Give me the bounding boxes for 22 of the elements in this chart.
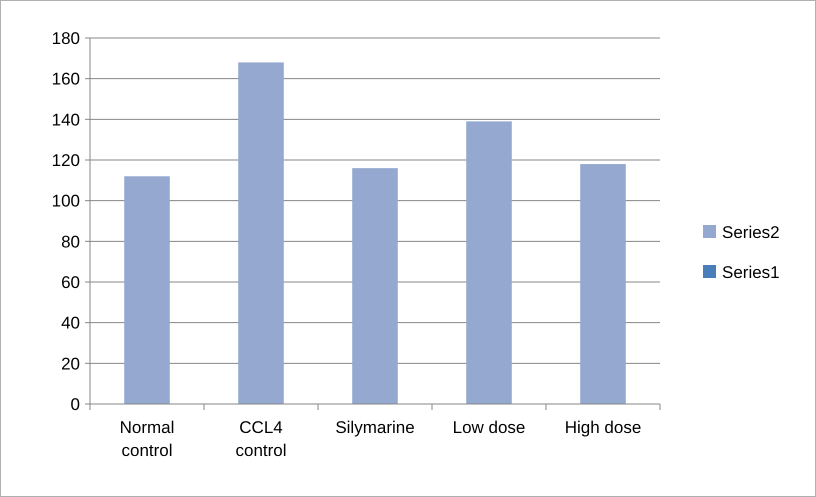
x-tick-label: Low dose <box>452 418 526 437</box>
y-tick-label: 180 <box>52 28 80 48</box>
y-tick-label: 40 <box>61 314 80 333</box>
bar <box>124 176 170 404</box>
x-tick-label: CCL4 control <box>235 418 287 460</box>
legend-label: Series2 <box>722 222 780 242</box>
x-tick-label: High dose <box>564 418 642 437</box>
y-tick-label: 20 <box>61 354 80 374</box>
x-tick-label: Normal control <box>120 418 174 460</box>
bar <box>466 121 512 404</box>
y-tick-label: 140 <box>52 110 80 130</box>
y-tick-label: 60 <box>61 272 80 292</box>
y-tick-label: 160 <box>52 70 80 89</box>
legend-label: Series1 <box>722 262 780 282</box>
y-tick-label: 100 <box>52 192 80 211</box>
y-tick-label: 0 <box>70 394 80 414</box>
y-tick-label: 80 <box>61 232 80 252</box>
bar <box>352 168 398 404</box>
y-tick-label: 120 <box>52 150 80 170</box>
bar <box>238 62 284 404</box>
x-tick-label: Silymarine <box>335 418 415 437</box>
bar <box>580 164 626 404</box>
